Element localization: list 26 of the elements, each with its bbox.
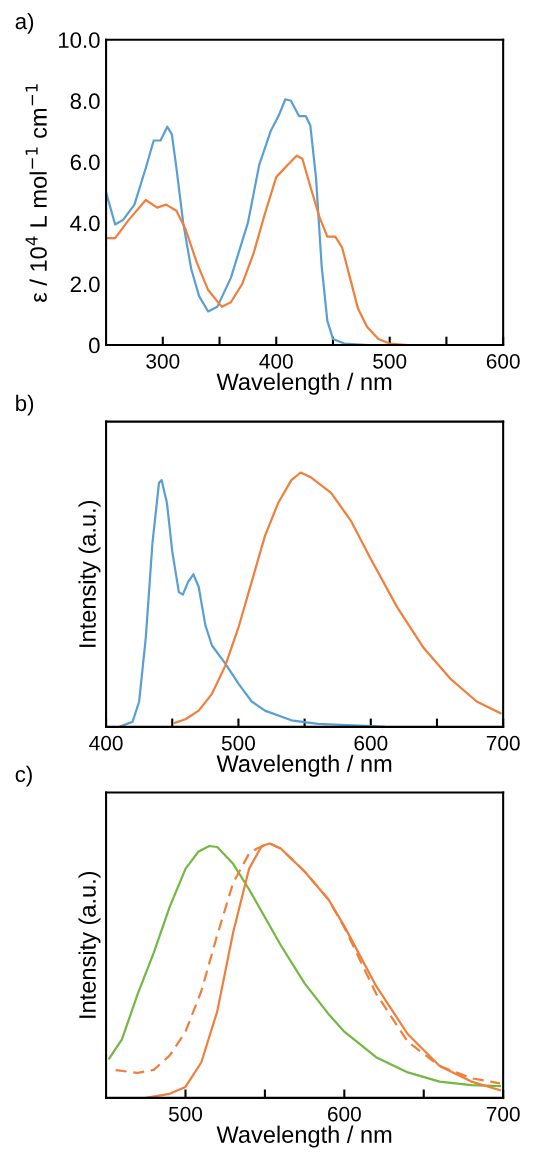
x-tick-label: 300	[146, 353, 180, 369]
y-tick-label: 8.0	[70, 93, 100, 110]
x-tick-label: 600	[328, 1106, 361, 1122]
y-axis-title: Intensity (a.u.)	[78, 500, 101, 647]
y-tick-label: 10.0	[58, 32, 100, 49]
x-tick-label: 700	[486, 735, 520, 751]
chart-title: b)	[16, 394, 34, 416]
chart-title: a)	[15, 12, 34, 34]
y-tick-label: 0	[89, 337, 100, 354]
x-tick-label: 500	[221, 735, 255, 751]
x-axis-title: Wavelength / nm	[216, 372, 392, 395]
x-tick-label: 400	[259, 353, 293, 369]
y-tick-label: 4.0	[70, 215, 100, 232]
x-tick-label: 600	[486, 353, 520, 369]
x-tick-label: 600	[354, 735, 388, 751]
x-tick-label: 500	[373, 353, 407, 369]
x-axis-title: Wavelength / nm	[216, 1125, 392, 1148]
x-tick-label: 400	[89, 735, 123, 751]
y-axis-title: Intensity (a.u.)	[78, 871, 101, 1018]
chart-title: c)	[15, 765, 32, 787]
x-tick-label: 700	[486, 1106, 520, 1122]
x-tick-label: 500	[168, 1106, 203, 1122]
y-axis-title: ε / 10$^{4}$ L mol$^{−1}$ cm$^{−1}$	[25, 84, 47, 302]
x-axis-title: Wavelength / nm	[216, 754, 392, 777]
y-tick-label: 6.0	[70, 154, 100, 171]
y-tick-label: 2.0	[70, 276, 100, 293]
